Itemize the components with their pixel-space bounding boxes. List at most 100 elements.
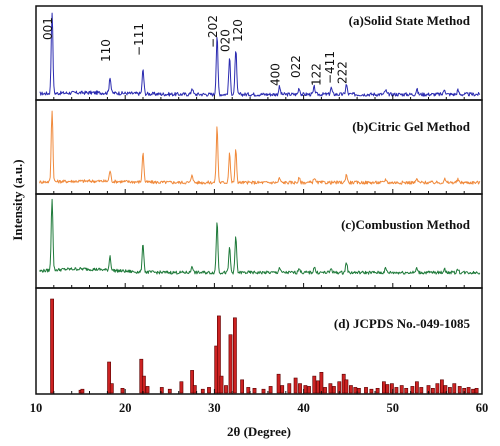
- y-axis-label: Intensity (a.u.): [10, 159, 25, 240]
- reference-stick: [323, 387, 327, 394]
- x-tick-label: 50: [387, 401, 400, 415]
- reference-stick: [293, 377, 298, 394]
- reference-stick: [443, 385, 448, 394]
- reference-stick: [192, 385, 197, 394]
- reference-stick: [298, 383, 302, 394]
- peak-label: 122: [310, 63, 324, 86]
- reference-stick: [179, 381, 184, 394]
- reference-stick: [315, 380, 320, 394]
- x-tick-label: 10: [30, 401, 43, 415]
- reference-stick: [142, 375, 146, 394]
- reference-stick: [369, 388, 374, 394]
- reference-stick: [375, 387, 380, 394]
- panel-c-pattern-line: [39, 198, 481, 275]
- reference-stick: [246, 387, 251, 394]
- reference-stick: [307, 386, 311, 394]
- reference-stick: [268, 386, 273, 394]
- reference-stick: [447, 387, 452, 394]
- reference-stick: [474, 387, 479, 394]
- panel-c: (c)Combustion Method: [35, 193, 483, 289]
- panel-a-pattern-line: [39, 12, 481, 97]
- panel-c-title: (c)Combustion Method: [341, 217, 471, 232]
- reference-stick: [261, 388, 266, 394]
- x-tick-labels: 10 20 30 40 50 60: [30, 401, 489, 415]
- panel-a-series: [39, 12, 481, 97]
- x-ticks: [35, 95, 483, 394]
- peak-label: 020: [219, 29, 233, 52]
- peak-label: 001: [41, 17, 55, 40]
- reference-stick: [219, 375, 224, 394]
- reference-stick: [109, 383, 114, 394]
- panel-a-title: (a)Solid State Method: [349, 13, 471, 28]
- reference-stick: [331, 386, 336, 394]
- peak-label: −202: [206, 15, 220, 48]
- peak-label: 110: [99, 39, 113, 62]
- peak-label: 222: [335, 61, 349, 84]
- reference-stick: [107, 361, 112, 394]
- peak-label: 400: [269, 63, 283, 86]
- reference-stick: [348, 385, 353, 394]
- peak-label: 120: [231, 19, 245, 42]
- reference-stick: [240, 379, 245, 394]
- x-tick-label: 30: [208, 401, 221, 415]
- reference-stick: [430, 387, 435, 394]
- reference-stick: [344, 379, 349, 394]
- reference-stick: [167, 388, 172, 394]
- reference-stick: [120, 387, 125, 394]
- panel-b-pattern-line: [39, 110, 481, 185]
- panel-c-series: [39, 198, 481, 275]
- reference-stick: [457, 386, 462, 394]
- peak-label: 022: [289, 55, 303, 78]
- x-tick-label: 60: [476, 401, 489, 415]
- reference-stick: [319, 371, 324, 394]
- reference-stick: [394, 387, 399, 394]
- reference-stick: [399, 385, 404, 394]
- peak-label: −411: [323, 51, 337, 84]
- reference-stick: [312, 375, 317, 394]
- reference-stick: [252, 387, 257, 394]
- reference-stick: [356, 387, 361, 394]
- reference-stick: [452, 383, 457, 394]
- reference-stick: [80, 388, 85, 394]
- reference-stick: [364, 387, 368, 394]
- reference-stick: [328, 383, 333, 394]
- reference-stick: [233, 317, 237, 394]
- x-axis: 10 20 30 40 50 60 2θ (Degree): [30, 95, 489, 439]
- reference-stick: [50, 298, 55, 394]
- x-axis-label: 2θ (Degree): [227, 424, 291, 439]
- panel-b-series: [39, 110, 481, 185]
- reference-stick: [439, 379, 444, 394]
- reference-stick: [410, 386, 415, 394]
- panel-b-title: (b)Citric Gel Method: [352, 119, 470, 134]
- reference-stick: [228, 334, 233, 394]
- panel-d-sticks: [50, 298, 479, 394]
- reference-stick: [353, 387, 358, 394]
- reference-stick: [404, 387, 409, 394]
- panel-d-frame: [35, 287, 483, 395]
- reference-stick: [200, 388, 205, 394]
- reference-stick: [207, 387, 211, 394]
- reference-stick: [287, 383, 292, 394]
- x-tick-label: 20: [119, 401, 132, 415]
- panel-d: (d) JCPDS No.-049-1085: [35, 287, 483, 395]
- panel-c-frame: [35, 193, 483, 289]
- reference-stick: [385, 384, 390, 394]
- panel-d-title: (d) JCPDS No.-049-1085: [334, 316, 471, 331]
- reference-stick: [303, 385, 308, 394]
- panel-b: (b)Citric Gel Method: [35, 99, 483, 195]
- reference-stick: [466, 387, 471, 394]
- reference-stick: [419, 387, 424, 394]
- reference-stick: [159, 387, 164, 394]
- reference-stick: [145, 386, 150, 394]
- reference-stick: [190, 370, 195, 394]
- reference-stick: [224, 385, 228, 394]
- reference-stick: [217, 315, 221, 394]
- reference-stick: [471, 388, 476, 394]
- reference-stick: [435, 383, 440, 394]
- peak-label: −111: [132, 23, 146, 56]
- panel-b-frame: [35, 99, 483, 195]
- reference-stick: [381, 381, 386, 394]
